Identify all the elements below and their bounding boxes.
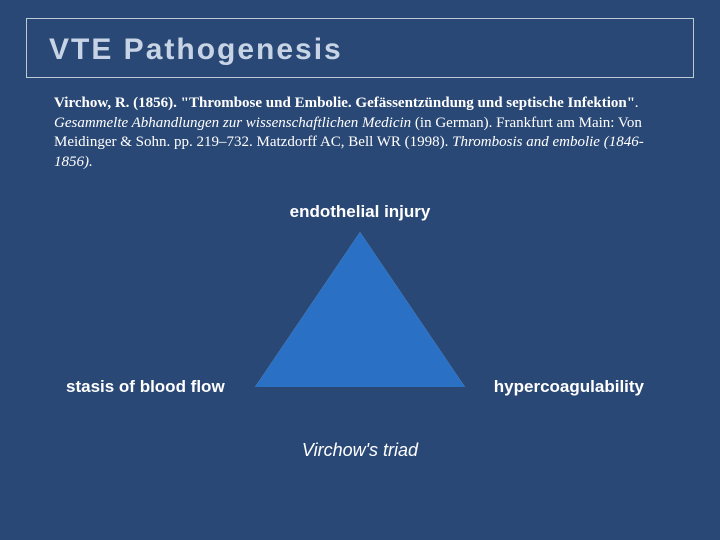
triangle-icon bbox=[255, 232, 465, 387]
title-container: VTE Pathogenesis bbox=[26, 18, 694, 78]
triangle-shape bbox=[255, 232, 465, 387]
virchow-triad-diagram: endothelial injury stasis of blood flow … bbox=[26, 182, 694, 482]
citation-text: Virchow, R. (1856). "Thrombose und Embol… bbox=[26, 94, 694, 172]
triad-label-right: hypercoagulability bbox=[494, 377, 644, 397]
citation-bold: Virchow, R. (1856). "Thrombose und Embol… bbox=[54, 95, 635, 111]
triad-label-top: endothelial injury bbox=[290, 202, 431, 222]
slide: VTE Pathogenesis Virchow, R. (1856). "Th… bbox=[0, 0, 720, 540]
slide-title: VTE Pathogenesis bbox=[49, 33, 671, 67]
triad-caption: Virchow's triad bbox=[302, 440, 418, 461]
triad-label-left: stasis of blood flow bbox=[66, 377, 225, 397]
